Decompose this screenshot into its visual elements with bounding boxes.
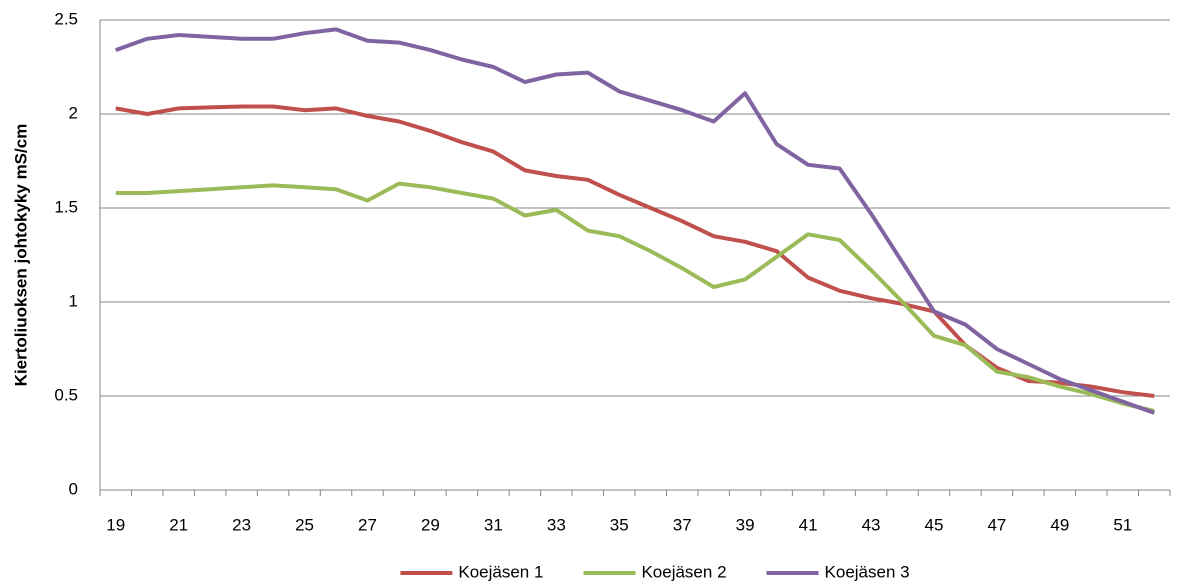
x-tick-label: 39 — [736, 515, 755, 534]
y-tick-label: 0.5 — [54, 385, 78, 404]
x-tick-label: 25 — [295, 515, 314, 534]
x-tick-label: 35 — [610, 515, 629, 534]
y-axis-label: Kiertoliuoksen johtokyky mS/cm — [11, 124, 30, 387]
y-tick-label: 2.5 — [54, 9, 78, 28]
x-tick-label: 45 — [925, 515, 944, 534]
x-tick-label: 23 — [232, 515, 251, 534]
y-tick-label: 1.5 — [54, 197, 78, 216]
series-line — [115, 27, 1155, 415]
series-line — [115, 181, 1155, 413]
x-tick-label: 51 — [1113, 515, 1132, 534]
x-tick-label: 31 — [484, 515, 503, 534]
x-tick-label: 43 — [862, 515, 881, 534]
legend-label: Koejäsen 2 — [641, 562, 726, 581]
series-line — [115, 104, 1155, 398]
x-tick-label: 27 — [358, 515, 377, 534]
legend-label: Koejäsen 1 — [458, 562, 543, 581]
x-tick-label: 41 — [799, 515, 818, 534]
x-tick-label: 47 — [987, 515, 1006, 534]
x-tick-label: 49 — [1050, 515, 1069, 534]
x-tick-label: 19 — [106, 515, 125, 534]
y-tick-label: 2 — [69, 103, 78, 122]
x-tick-label: 29 — [421, 515, 440, 534]
x-tick-label: 33 — [547, 515, 566, 534]
y-tick-label: 0 — [69, 479, 78, 498]
legend-label: Koejäsen 3 — [825, 562, 910, 581]
y-tick-label: 1 — [69, 291, 78, 310]
x-tick-label: 37 — [673, 515, 692, 534]
x-tick-label: 21 — [169, 515, 188, 534]
